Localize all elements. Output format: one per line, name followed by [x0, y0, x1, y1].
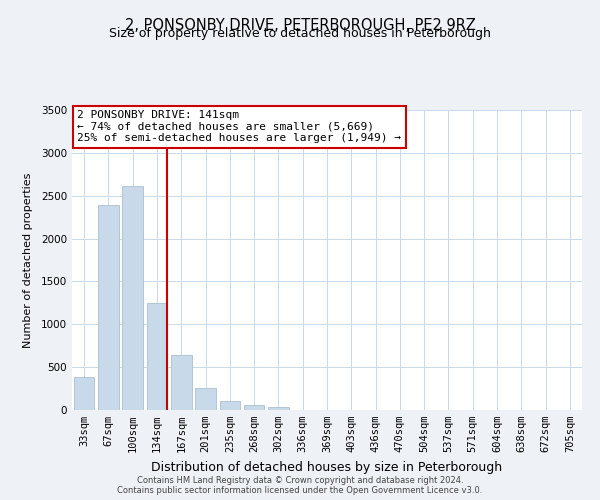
- Bar: [122, 186, 143, 410]
- Text: 2, PONSONBY DRIVE, PETERBOROUGH, PE2 9RZ: 2, PONSONBY DRIVE, PETERBOROUGH, PE2 9RZ: [125, 18, 475, 32]
- Bar: [244, 406, 265, 410]
- Y-axis label: Number of detached properties: Number of detached properties: [23, 172, 32, 348]
- Bar: [146, 303, 167, 410]
- Text: Size of property relative to detached houses in Peterborough: Size of property relative to detached ho…: [109, 28, 491, 40]
- Bar: [220, 402, 240, 410]
- Text: 2 PONSONBY DRIVE: 141sqm
← 74% of detached houses are smaller (5,669)
25% of sem: 2 PONSONBY DRIVE: 141sqm ← 74% of detach…: [77, 110, 401, 143]
- Bar: [98, 205, 119, 410]
- X-axis label: Distribution of detached houses by size in Peterborough: Distribution of detached houses by size …: [151, 460, 503, 473]
- Bar: [268, 408, 289, 410]
- Text: Contains HM Land Registry data © Crown copyright and database right 2024.
Contai: Contains HM Land Registry data © Crown c…: [118, 476, 482, 495]
- Bar: [195, 388, 216, 410]
- Bar: [74, 376, 94, 410]
- Bar: [171, 355, 191, 410]
